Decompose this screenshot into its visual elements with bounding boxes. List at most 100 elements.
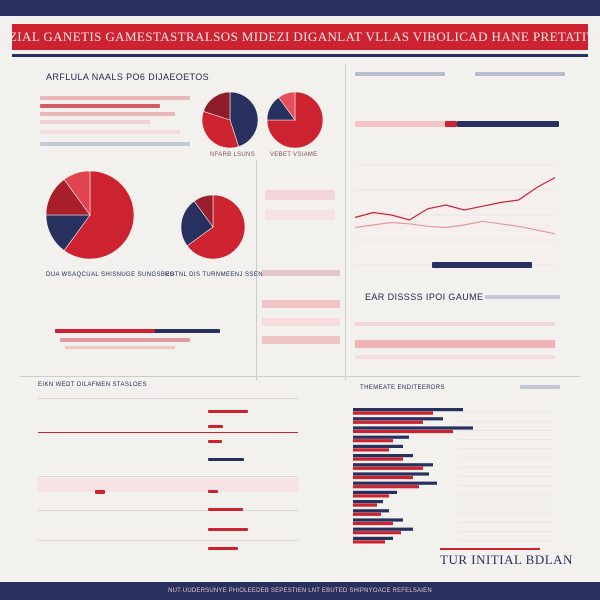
logo-accent	[440, 548, 540, 550]
pie-1-slice-0	[229, 91, 259, 148]
table-cell-mark	[208, 528, 248, 531]
table-cell-mark	[208, 410, 248, 413]
bar-13-series-1	[353, 531, 401, 535]
table-row	[38, 510, 298, 511]
table-row	[38, 540, 298, 541]
section-divider	[20, 376, 580, 377]
axis-strip	[355, 72, 445, 76]
table-cell-mark	[208, 425, 223, 428]
bottom-band	[0, 582, 600, 600]
table-row	[38, 476, 298, 477]
table-row	[38, 432, 298, 433]
pie-2-slice-2	[278, 91, 296, 121]
summary-bar	[40, 142, 190, 146]
table-block	[262, 318, 340, 326]
bar-4-series-0	[353, 444, 403, 448]
axis-strip	[475, 72, 565, 76]
bar-5-series-1	[353, 457, 403, 461]
table-cell-mark	[208, 547, 238, 550]
bar-2-series-1	[353, 429, 453, 434]
table-cell-mark	[208, 458, 244, 461]
bar-4-series-1	[353, 448, 389, 452]
progress-marker	[445, 121, 457, 127]
table-cell-mark	[95, 490, 105, 494]
summary-bar	[40, 104, 160, 108]
bar-6-series-0	[353, 463, 433, 467]
bar-10-series-0	[353, 500, 383, 504]
chart-footer-band	[432, 262, 532, 268]
row-strip	[355, 355, 555, 359]
bar-7-series-1	[353, 475, 413, 480]
bar-0-series-0	[353, 408, 463, 412]
bar-3-series-0	[353, 435, 409, 439]
legend-strip	[485, 295, 560, 299]
bar-8-series-1	[353, 485, 419, 489]
bar-9-series-0	[353, 490, 397, 494]
page-title: RMZIAL GANETIS GAMESTASTRALSOS MIDEZI DI…	[0, 29, 600, 44]
column-divider	[345, 64, 346, 380]
pie-caption: NFARB LSUNS	[210, 152, 255, 158]
table-cell-mark	[208, 440, 222, 443]
bar-11-series-0	[353, 509, 389, 513]
column-divider	[256, 160, 257, 380]
top-band	[0, 0, 600, 16]
header-rule	[12, 54, 588, 57]
bar-2-series-0	[353, 426, 473, 430]
pie-0-slice-0	[63, 170, 135, 260]
progress-fill	[457, 121, 559, 127]
row-strip	[355, 322, 555, 326]
summary-bar	[40, 130, 180, 134]
line-series-0	[354, 176, 556, 221]
bar-1-series-1	[353, 420, 423, 424]
table-row	[38, 398, 298, 399]
pie-0-slice-3	[63, 170, 91, 216]
table-cell-mark	[208, 490, 218, 493]
bar-12-series-1	[353, 521, 393, 526]
line-series-1	[354, 220, 556, 235]
summary-bar	[40, 96, 190, 100]
pie-1-slice-1	[201, 110, 240, 149]
timeline-bar	[65, 346, 175, 349]
bar-5-series-0	[353, 454, 413, 458]
bar-13-series-0	[353, 527, 413, 531]
header-banner: RMZIAL GANETIS GAMESTASTRALSOS MIDEZI DI…	[0, 24, 600, 50]
pie-caption-left: DUA WSAQCUAL SHISNUGE SUNGSBES	[46, 272, 175, 278]
pie-1-slice-2	[202, 91, 231, 121]
bar-9-series-1	[353, 494, 389, 498]
table-block	[265, 210, 335, 220]
panel-title-mid-right: EAR DISSSS IPOI GAUME	[365, 292, 484, 302]
bar-7-series-0	[353, 472, 429, 476]
pie-caption-right: ROTNL DIS TURNMEENJ SSENIS	[165, 272, 270, 278]
table-block	[265, 190, 335, 200]
footer-text: NUT UUDERSUNYE PHIOLEEDEB SEPESTIEN LNT …	[168, 588, 432, 594]
table-block	[262, 336, 340, 344]
timeline-bar	[60, 338, 190, 342]
bar-6-series-1	[353, 466, 423, 470]
legend-strip	[520, 385, 560, 389]
table-row-highlight	[38, 478, 298, 492]
panel-title-top-left: ARFLULA NAALS PO6 DIJAEOETOS	[46, 72, 210, 82]
table-cell-mark	[208, 508, 243, 511]
pie-3-slice-2	[193, 194, 214, 228]
bar-14-series-0	[353, 536, 393, 540]
bar-12-series-0	[353, 518, 403, 522]
pie-caption: VEBET VSIAME	[270, 152, 318, 158]
panel-title-bottom-left: EIKN WEDT DILAFMEN STASLOES	[38, 382, 147, 388]
row-strip	[355, 340, 555, 348]
summary-bar	[40, 112, 175, 116]
summary-bar	[40, 120, 150, 124]
table-block	[262, 300, 340, 308]
bar-3-series-1	[353, 439, 393, 443]
bar-11-series-1	[353, 512, 381, 516]
bar-10-series-1	[353, 503, 377, 507]
panel-title-bottom-right: THEMEATE ENDITEERDRS	[360, 385, 445, 391]
timeline-bar	[55, 329, 155, 333]
progress-track	[355, 121, 455, 127]
table-block	[262, 270, 340, 276]
pie-3-slice-0	[186, 194, 246, 260]
bar-14-series-1	[353, 540, 385, 544]
bar-0-series-1	[353, 411, 433, 415]
pie-3-slice-1	[180, 200, 214, 247]
plan-logo: TUR INITIAL BDLAN	[440, 552, 573, 567]
